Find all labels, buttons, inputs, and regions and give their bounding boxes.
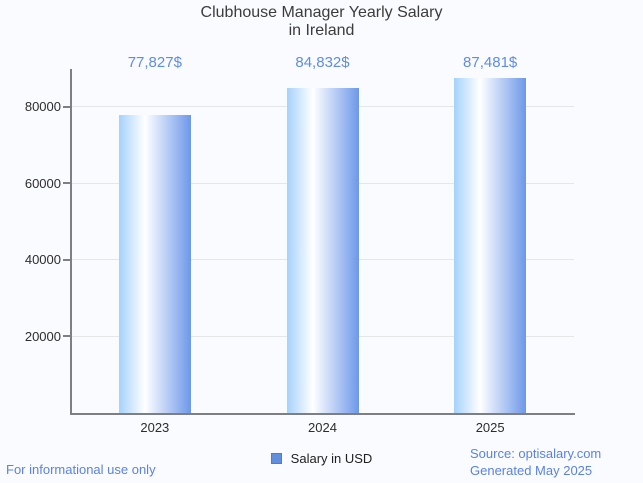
disclaimer-text: For informational use only (6, 462, 156, 477)
x-axis-label: 2024 (308, 420, 337, 435)
y-axis-tick (63, 258, 71, 261)
chart-title-line2: in Ireland (288, 22, 355, 39)
y-axis-line (70, 69, 72, 415)
legend-label: Salary in USD (290, 451, 373, 466)
x-axis-label: 2025 (475, 420, 505, 435)
bar-2025 (454, 77, 527, 413)
legend: Salary in USD (0, 451, 643, 466)
y-axis-tick (63, 105, 71, 108)
bar-value-label: 87,481$ (463, 54, 518, 71)
x-axis-line (70, 413, 575, 415)
legend-swatch-icon (270, 453, 282, 464)
y-axis-label: 80000 (24, 99, 61, 115)
bar-value-label: 77,827$ (127, 54, 182, 71)
x-axis-label: 2023 (140, 420, 170, 435)
y-axis-label: 60000 (24, 175, 61, 191)
chart-title: Clubhouse Manager Yearly Salary in Irela… (0, 4, 643, 40)
bar-2023 (118, 114, 191, 413)
chart-title-line1: Clubhouse Manager Yearly Salary (200, 4, 443, 21)
y-axis-label: 40000 (24, 252, 61, 268)
y-axis-label: 20000 (24, 328, 61, 344)
source-block: Source: optisalary.com Generated May 202… (470, 445, 601, 479)
bar-value-label: 84,832$ (295, 54, 350, 71)
y-axis-tick (63, 335, 71, 338)
generated-text: Generated May 2025 (470, 463, 593, 478)
source-text: Source: optisalary.com (470, 446, 602, 461)
bar-2024 (286, 88, 359, 413)
y-axis-tick (63, 182, 71, 185)
